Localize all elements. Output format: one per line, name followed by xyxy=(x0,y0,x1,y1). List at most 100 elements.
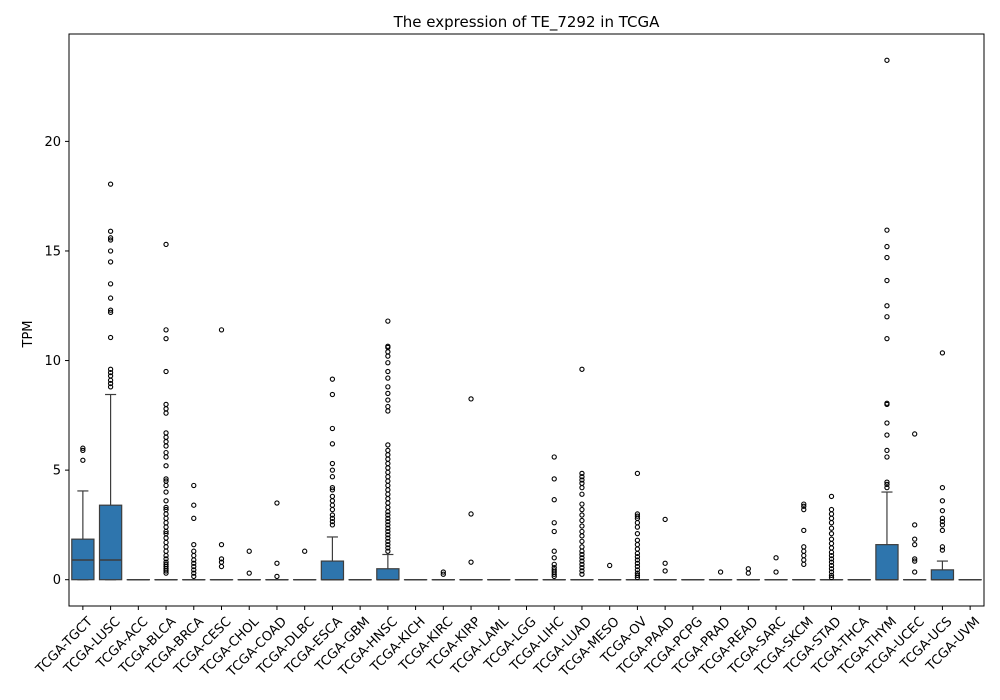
outlier-point xyxy=(801,527,807,534)
outlier-point xyxy=(884,454,890,460)
outlier-point xyxy=(939,518,946,525)
outlier-point xyxy=(579,480,585,486)
outlier-point xyxy=(107,334,114,341)
outlier-point xyxy=(773,555,779,561)
outlier-point xyxy=(579,506,585,513)
outlier-point xyxy=(884,481,890,488)
outlier-point xyxy=(828,493,835,500)
outlier-point xyxy=(579,555,585,561)
outlier-point xyxy=(107,307,114,313)
outlier-point xyxy=(579,512,585,518)
outlier-point xyxy=(579,568,585,574)
outlier-point xyxy=(385,447,391,454)
outlier-point xyxy=(163,531,169,537)
outlier-point xyxy=(107,309,114,315)
outlier-point xyxy=(579,366,585,372)
outlier-point xyxy=(302,548,308,554)
outlier-point xyxy=(218,559,225,565)
outlier-point xyxy=(107,181,114,187)
outlier-point xyxy=(579,561,585,568)
outlier-point xyxy=(385,545,391,551)
outlier-point xyxy=(551,520,557,526)
outlier-point xyxy=(191,548,197,554)
outlier-point xyxy=(634,572,641,578)
outlier-point xyxy=(912,541,918,548)
outlier-point xyxy=(385,512,391,518)
outlier-point xyxy=(634,513,641,519)
outlier-point xyxy=(274,500,280,506)
outlier-point xyxy=(163,335,169,342)
outlier-point xyxy=(385,360,391,366)
outlier-point xyxy=(163,430,169,436)
outlier-point xyxy=(634,554,641,560)
outlier-point xyxy=(385,541,391,548)
outlier-point xyxy=(884,479,890,485)
outlier-point xyxy=(939,515,946,521)
outlier-point xyxy=(828,569,835,575)
outlier-point xyxy=(107,237,114,243)
outlier-point xyxy=(551,555,557,561)
outlier-point xyxy=(191,563,197,570)
outlier-point xyxy=(579,517,585,524)
outlier-point xyxy=(191,502,197,508)
outlier-point xyxy=(884,432,890,438)
outlier-point xyxy=(551,548,557,554)
outlier-point xyxy=(163,561,169,568)
outlier-point xyxy=(828,572,835,578)
outlier-point xyxy=(634,531,641,537)
outlier-point xyxy=(884,314,890,320)
outlier-point xyxy=(939,508,946,514)
outlier-point xyxy=(579,544,585,550)
outlier-point xyxy=(329,391,336,398)
outlier-point xyxy=(329,441,336,447)
outlier-point xyxy=(329,518,336,525)
outlier-point xyxy=(579,571,585,577)
outlier-point xyxy=(634,570,641,576)
outlier-point xyxy=(80,447,86,454)
outlier-point xyxy=(385,532,391,538)
outlier-point xyxy=(468,511,474,517)
outlier-point xyxy=(884,277,890,284)
outlier-point xyxy=(634,470,641,477)
outlier-point xyxy=(385,522,391,528)
box xyxy=(875,544,899,581)
outlier-point xyxy=(385,397,391,403)
outlier-point xyxy=(163,498,169,504)
outlier-point xyxy=(191,573,197,580)
outlier-point xyxy=(551,528,557,535)
outlier-point xyxy=(191,560,197,566)
outlier-point xyxy=(440,569,446,575)
outlier-point xyxy=(579,477,585,483)
outlier-point xyxy=(551,567,557,573)
outlier-point xyxy=(163,559,169,565)
outlier-point xyxy=(884,485,890,491)
outlier-point xyxy=(329,515,336,521)
outlier-point xyxy=(579,523,585,529)
outlier-point xyxy=(912,558,918,564)
outlier-point xyxy=(107,295,114,301)
outlier-point xyxy=(745,566,751,572)
outlier-point xyxy=(634,563,641,570)
outlier-point xyxy=(579,491,585,497)
outlier-point xyxy=(801,503,807,509)
outlier-point xyxy=(884,254,890,261)
outlier-point xyxy=(191,482,197,489)
outlier-point xyxy=(163,504,169,511)
outlier-point xyxy=(579,538,585,544)
outlier-point xyxy=(579,564,585,571)
outlier-point xyxy=(163,368,169,375)
outlier-point xyxy=(329,493,336,500)
outlier-point xyxy=(634,560,641,566)
outlier-point xyxy=(579,558,585,564)
outlier-point xyxy=(551,564,557,571)
outlier-point xyxy=(551,497,557,503)
outlier-point xyxy=(579,528,585,535)
outlier-point xyxy=(884,227,890,233)
outlier-point xyxy=(551,476,557,482)
outlier-point xyxy=(80,445,86,451)
outlier-point xyxy=(939,498,946,504)
outlier-point xyxy=(939,527,946,534)
outlier-point xyxy=(773,569,779,575)
outlier-point xyxy=(385,375,391,381)
